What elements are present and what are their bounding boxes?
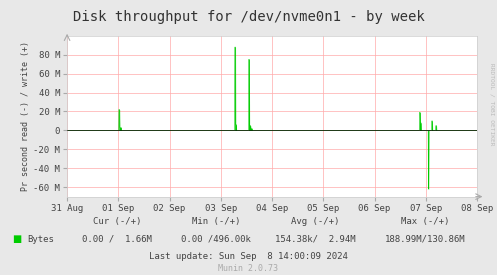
Text: Munin 2.0.73: Munin 2.0.73 [219,265,278,273]
Text: Max (-/+): Max (-/+) [401,217,449,226]
Text: Last update: Sun Sep  8 14:00:09 2024: Last update: Sun Sep 8 14:00:09 2024 [149,252,348,261]
Text: 0.00 /496.00k: 0.00 /496.00k [181,235,251,244]
Text: Min (-/+): Min (-/+) [192,217,241,226]
Text: ■: ■ [12,234,22,244]
Text: 154.38k/  2.94M: 154.38k/ 2.94M [275,235,356,244]
Y-axis label: Pr second read (-) / write (+): Pr second read (-) / write (+) [21,41,30,191]
Text: 0.00 /  1.66M: 0.00 / 1.66M [82,235,152,244]
Text: RRDTOOL / TOBI OETIKER: RRDTOOL / TOBI OETIKER [490,63,495,146]
Text: 188.99M/130.86M: 188.99M/130.86M [385,235,465,244]
Text: Avg (-/+): Avg (-/+) [291,217,340,226]
Text: Disk throughput for /dev/nvme0n1 - by week: Disk throughput for /dev/nvme0n1 - by we… [73,10,424,24]
Text: Bytes: Bytes [27,235,54,244]
Text: Cur (-/+): Cur (-/+) [92,217,141,226]
